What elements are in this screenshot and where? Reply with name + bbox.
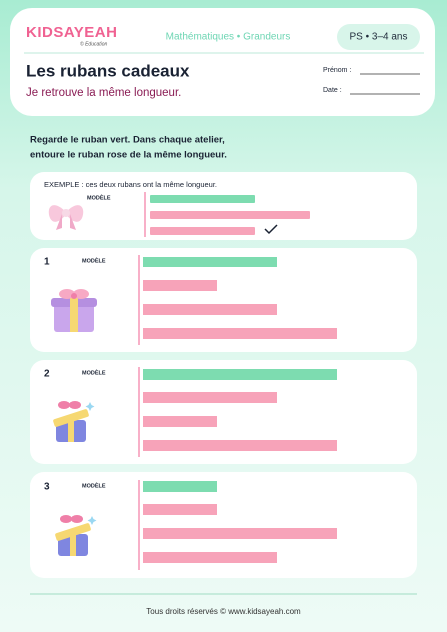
name-label: Prénom :	[323, 67, 351, 74]
instruction: entoure le ruban rose de la même longueu…	[30, 150, 227, 161]
green-ribbon	[150, 195, 255, 203]
green-ribbon	[143, 369, 337, 380]
activity-number: 1	[44, 257, 50, 268]
activity-card	[30, 248, 417, 352]
check-mark	[264, 224, 278, 235]
level-pill	[337, 24, 420, 50]
pink-ribbon	[143, 440, 337, 451]
pink-ribbon	[143, 392, 277, 403]
activity-card	[30, 360, 417, 464]
activity-number: 3	[44, 482, 50, 493]
logo: KIDSAYEAH	[26, 24, 117, 41]
date-label: Date :	[323, 87, 342, 94]
pink-ribbon	[143, 416, 217, 427]
pink-ribbon	[143, 304, 277, 315]
pink-ribbon	[143, 552, 277, 563]
pink-ribbon	[143, 504, 217, 515]
subtitle: Je retrouve la même longueur.	[26, 87, 181, 99]
pink-ribbon	[143, 328, 337, 339]
pink-ribbon	[143, 528, 337, 539]
model-label: MODÈLE	[82, 481, 106, 489]
pink-ribbon	[143, 280, 217, 291]
green-ribbon	[143, 481, 217, 492]
pink-ribbon	[150, 227, 255, 235]
example-card	[30, 172, 417, 240]
pink-ribbon	[150, 211, 310, 219]
instruction: Regarde le ruban vert. Dans chaque ateli…	[30, 135, 225, 146]
example-caption: EXEMPLE : ces deux rubans ont la même lo…	[44, 180, 217, 189]
title: Les rubans cadeaux	[26, 61, 190, 80]
level: PS • 3–4 ans	[350, 32, 408, 43]
subject: Mathématiques • Grandeurs	[166, 32, 291, 43]
model-label: MODÈLE	[82, 256, 106, 264]
footer: Tous droits réservés © www.kidsayeah.com	[146, 607, 301, 616]
green-ribbon	[143, 257, 277, 267]
activity-card	[30, 472, 417, 578]
activity-number: 2	[44, 369, 50, 380]
logo-tagline: © Education	[80, 40, 108, 47]
bow-icon	[48, 205, 84, 230]
header-card	[10, 8, 435, 116]
model-label: MODÈLE	[87, 193, 111, 201]
model-label: MODÈLE	[82, 368, 106, 376]
